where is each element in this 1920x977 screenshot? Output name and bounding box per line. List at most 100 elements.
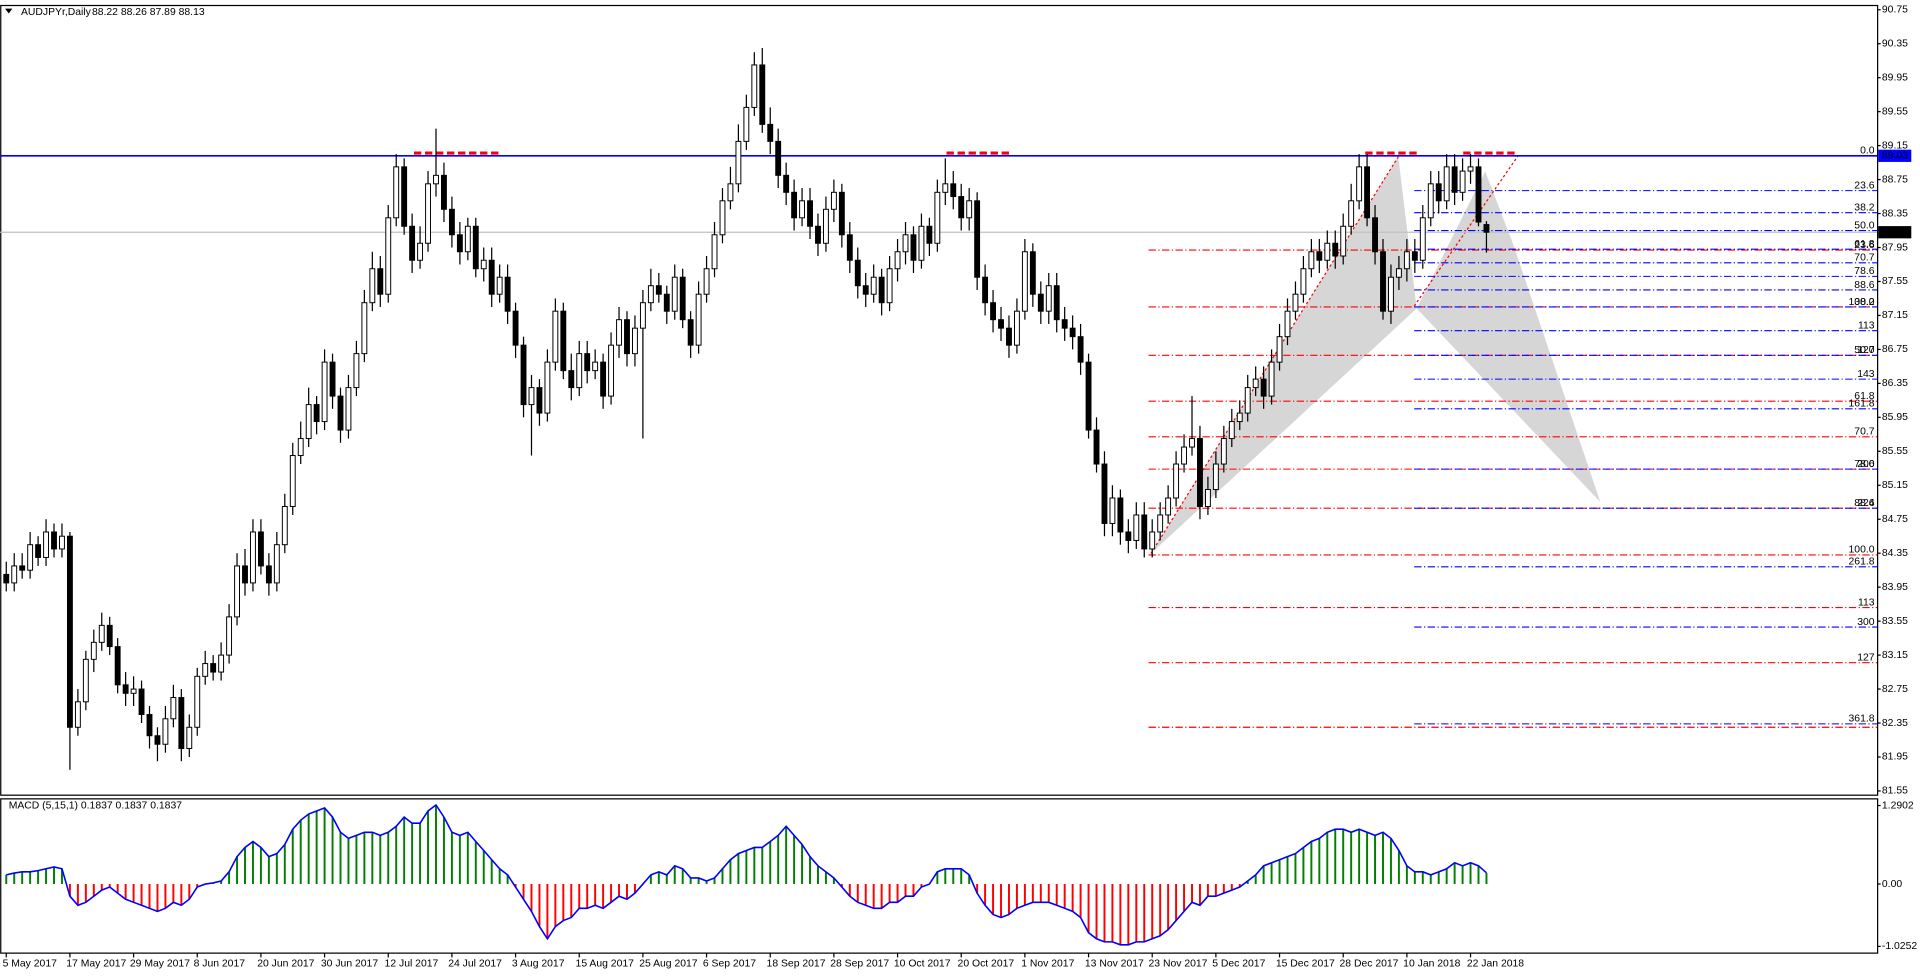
candle-body bbox=[1268, 361, 1275, 397]
candle-body bbox=[194, 675, 201, 728]
x-tick-label: 18 Sep 2017 bbox=[767, 958, 826, 969]
candle-body bbox=[1204, 489, 1211, 507]
candle-body bbox=[878, 276, 885, 304]
x-tick-label: 23 Nov 2017 bbox=[1149, 958, 1208, 969]
candle-body bbox=[719, 200, 726, 236]
ohlc-readout: 88.22 88.26 87.89 88.13 bbox=[92, 7, 205, 18]
candle-body bbox=[178, 697, 185, 749]
candle-body bbox=[624, 319, 630, 355]
candle-body bbox=[1212, 463, 1219, 490]
price-pane-frame bbox=[0, 4, 1879, 796]
fib-label: 300 bbox=[1857, 617, 1875, 628]
candle-body bbox=[830, 191, 837, 210]
candle-body bbox=[767, 123, 774, 142]
candle-body bbox=[1181, 446, 1187, 465]
fib-label: 224 bbox=[1857, 498, 1875, 509]
candle-body bbox=[1348, 200, 1355, 227]
candle-body bbox=[1284, 310, 1291, 338]
candle-body bbox=[162, 718, 169, 745]
candle-body bbox=[448, 208, 455, 236]
candle-body bbox=[242, 565, 248, 584]
candle-body bbox=[854, 259, 861, 287]
y-tick-label: 85.55 bbox=[1882, 446, 1908, 457]
candle-body bbox=[1324, 242, 1331, 261]
candle-body bbox=[679, 276, 686, 321]
candle-body bbox=[576, 353, 583, 389]
candle-body bbox=[1292, 293, 1299, 312]
candle-body bbox=[1340, 225, 1347, 257]
candle-body bbox=[974, 200, 981, 278]
candle-body bbox=[1220, 438, 1227, 465]
candle-body bbox=[791, 191, 798, 219]
fib-label: 23.6 bbox=[1854, 240, 1874, 251]
candle-body bbox=[138, 688, 145, 716]
y-tick-label: 85.95 bbox=[1882, 412, 1908, 423]
y-tick-label: 0.00 bbox=[1882, 879, 1902, 890]
x-tick-label: 15 Aug 2017 bbox=[576, 958, 635, 969]
candle-body bbox=[1029, 251, 1036, 295]
candle-body bbox=[35, 544, 42, 558]
y-tick-label: 84.35 bbox=[1882, 548, 1908, 559]
candle-body bbox=[305, 404, 312, 440]
candle-body bbox=[1388, 276, 1394, 312]
candle-body bbox=[66, 535, 73, 728]
candle-body bbox=[1332, 242, 1339, 257]
candle-body bbox=[1380, 251, 1386, 312]
candle-body bbox=[568, 370, 575, 389]
candle-body bbox=[250, 531, 256, 584]
candle-body bbox=[1395, 268, 1402, 278]
candle-body bbox=[456, 234, 463, 253]
candle-body bbox=[401, 166, 408, 227]
candle-body bbox=[1372, 217, 1378, 253]
candle-body bbox=[560, 310, 567, 372]
candle-body bbox=[942, 183, 949, 193]
candle-body bbox=[743, 106, 750, 142]
fib-label: 70.7 bbox=[1854, 427, 1874, 438]
x-tick-label: 1 Nov 2017 bbox=[1021, 958, 1074, 969]
harmonic-pattern-right bbox=[1416, 171, 1601, 502]
candle-body bbox=[1308, 251, 1315, 270]
candle-body bbox=[1173, 463, 1180, 499]
plot: 90.75 90.35 89.95 89.55 89.15 88.75 88.35 87.95… bbox=[0, 5, 1917, 969]
y-tick-label: 83.55 bbox=[1882, 616, 1908, 627]
y-tick-label: 87.95 bbox=[1882, 242, 1908, 253]
candle-body bbox=[822, 208, 829, 244]
candle-body bbox=[202, 663, 209, 677]
candle-body bbox=[265, 565, 272, 584]
candle-body bbox=[783, 174, 790, 193]
candle-body bbox=[106, 624, 113, 648]
candle-body bbox=[1133, 514, 1140, 541]
candle-body bbox=[703, 268, 710, 295]
candle-body bbox=[735, 140, 742, 185]
candle-body bbox=[1165, 497, 1172, 516]
candle-body bbox=[846, 234, 853, 261]
y-tick-label: 89.95 bbox=[1882, 72, 1908, 83]
candle-body bbox=[1451, 166, 1458, 193]
candle-body bbox=[528, 387, 535, 406]
candle-body bbox=[51, 531, 57, 550]
candle-body bbox=[1013, 310, 1020, 346]
candle-body bbox=[43, 531, 49, 558]
candle-body bbox=[1037, 293, 1044, 312]
candle-body bbox=[998, 319, 1004, 329]
candle-body bbox=[1061, 319, 1068, 329]
candle-body bbox=[441, 174, 447, 210]
candle-body bbox=[1149, 531, 1156, 550]
candle-body bbox=[1443, 166, 1450, 202]
candle-body bbox=[98, 624, 105, 643]
candle-body bbox=[369, 268, 376, 304]
fib-label: 0.0 bbox=[1860, 146, 1875, 157]
candle-body bbox=[1109, 497, 1116, 524]
x-tick-label: 3 Aug 2017 bbox=[512, 958, 565, 969]
candle-body bbox=[1459, 170, 1466, 193]
candle-body bbox=[146, 714, 153, 737]
x-tick-label: 25 Aug 2017 bbox=[639, 958, 698, 969]
candle-body bbox=[950, 183, 957, 198]
candle-body bbox=[472, 225, 479, 270]
candle-body bbox=[464, 225, 471, 253]
candle-body bbox=[870, 276, 877, 295]
candle-body bbox=[608, 344, 615, 397]
candle-body bbox=[1125, 531, 1132, 541]
candle-body bbox=[1483, 224, 1490, 233]
candle-body bbox=[488, 259, 495, 295]
